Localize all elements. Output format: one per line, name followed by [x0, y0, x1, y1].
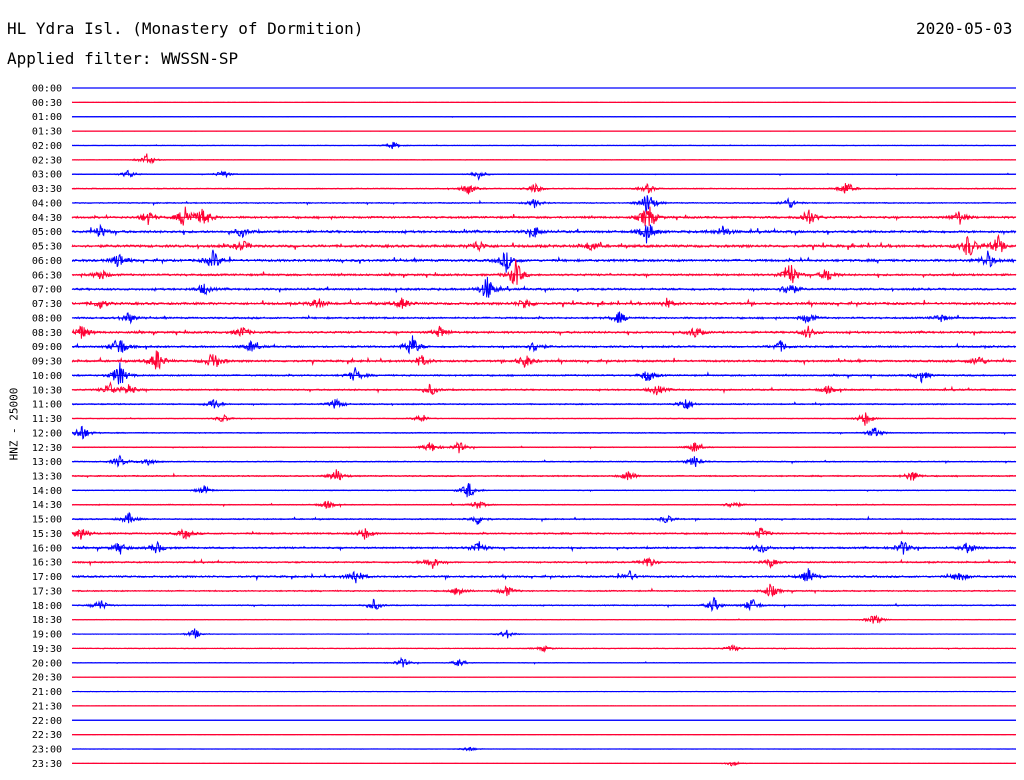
time-tick-label: 16:00 [32, 543, 62, 554]
trace-0930 [71, 350, 1017, 370]
trace-1700 [71, 568, 1017, 584]
trace-0500 [71, 223, 1017, 244]
trace-0530 [71, 233, 1017, 256]
time-tick-label: 16:30 [32, 558, 62, 569]
time-tick-label: 00:30 [32, 98, 62, 109]
time-tick-label: 08:30 [32, 328, 62, 339]
time-tick-label: 06:30 [32, 270, 62, 281]
time-tick-label: 23:00 [32, 745, 62, 756]
time-tick-label: 12:00 [32, 428, 62, 439]
trace-1330 [71, 469, 1016, 481]
time-tick-label: 13:30 [32, 471, 62, 482]
time-tick-label: 07:30 [32, 299, 62, 310]
time-tick-label: 13:00 [32, 457, 62, 468]
time-tick-label: 21:00 [32, 687, 62, 698]
trace-1900 [71, 628, 1017, 639]
time-tick-label: 18:00 [32, 601, 62, 612]
time-tick-label: 03:00 [32, 170, 62, 181]
time-tick-label: 14:00 [32, 486, 62, 497]
time-tick-label: 02:30 [32, 155, 62, 166]
time-tick-label: 05:00 [32, 227, 62, 238]
time-tick-label: 01:30 [32, 127, 62, 138]
time-tick-label: 06:00 [32, 256, 62, 267]
filter-label: Applied filter: WWSSN-SP [7, 49, 239, 68]
time-tick-label: 09:00 [32, 342, 62, 353]
time-tick-label: 10:00 [32, 371, 62, 382]
time-tick-label: 07:00 [32, 285, 62, 296]
time-tick-label: 04:30 [32, 213, 62, 224]
time-tick-label: 12:30 [32, 443, 62, 454]
time-tick-label: 14:30 [32, 500, 62, 511]
time-tick-label: 09:30 [32, 357, 62, 368]
trace-0430 [71, 206, 1017, 227]
time-tick-label: 21:30 [32, 701, 62, 712]
time-tick-label: 19:30 [32, 644, 62, 655]
plot-date: 2020-05-03 [916, 19, 1013, 38]
trace-0400 [71, 195, 1017, 214]
trace-0900 [71, 335, 1017, 355]
time-tick-label: 20:30 [32, 673, 62, 684]
trace-1630 [71, 556, 1017, 569]
station-title: HL Ydra Isl. (Monastery of Dormition) [7, 19, 364, 38]
trace-1800 [71, 596, 1017, 613]
time-tick-label: 22:00 [32, 716, 62, 727]
time-tick-label: 10:30 [32, 385, 62, 396]
time-tick-label: 17:00 [32, 572, 62, 583]
trace-0700 [71, 276, 1017, 298]
time-tick-label: 22:30 [32, 730, 62, 741]
time-tick-label: 20:00 [32, 658, 62, 669]
time-tick-label: 15:30 [32, 529, 62, 540]
time-tick-label: 23:30 [32, 759, 62, 770]
time-tick-label: 17:30 [32, 586, 62, 597]
time-tick-label: 03:30 [32, 184, 62, 195]
time-tick-label: 02:00 [32, 141, 62, 152]
time-tick-label: 11:30 [32, 414, 62, 425]
trace-1000 [71, 362, 1017, 385]
time-tick-label: 01:00 [32, 112, 62, 123]
time-tick-label: 18:30 [32, 615, 62, 626]
trace-0630 [71, 259, 1017, 285]
trace-0300 [71, 169, 1017, 181]
time-tick-label: 19:00 [32, 630, 62, 641]
trace-1030 [71, 381, 1017, 396]
trace-0230 [71, 153, 1017, 165]
time-tick-label: 05:30 [32, 242, 62, 253]
time-tick-label: 00:00 [32, 84, 62, 95]
trace-0800 [71, 311, 1017, 325]
time-tick-label: 08:00 [32, 313, 62, 324]
trace-0600 [71, 249, 1017, 273]
time-tick-label: 15:00 [32, 515, 62, 526]
time-tick-label: 11:00 [32, 400, 62, 411]
trace-1730 [71, 583, 1017, 598]
time-tick-label: 04:00 [32, 198, 62, 209]
